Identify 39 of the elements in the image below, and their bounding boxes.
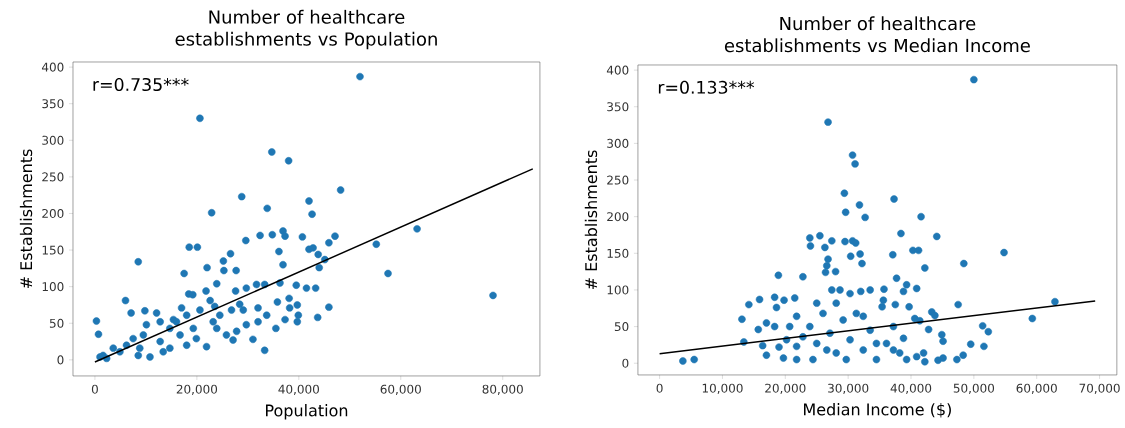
x-tick-label: 60,000 (1016, 383, 1057, 394)
y-tick-label: 300 (607, 138, 629, 148)
y-tick-label: 0 (57, 355, 64, 365)
y-tick-label: 100 (607, 285, 629, 295)
y-tick-label: 150 (42, 245, 64, 255)
x-tick-label: 10,000 (702, 383, 743, 394)
x-axis-title: Median Income ($) (804, 403, 951, 418)
y-tick-label: 400 (606, 65, 629, 75)
y-tick-label: 150 (607, 248, 629, 258)
y-tick-label: 100 (42, 282, 64, 292)
x-tick-label: 30,000 (828, 383, 869, 394)
y-tick-label: 250 (607, 175, 629, 185)
y-tick-label: 250 (42, 172, 64, 182)
x-tick-label: 40,000 (890, 383, 932, 394)
y-tick-label: 350 (42, 99, 64, 109)
x-tick-label: 20,000 (176, 384, 218, 395)
x-tick-label: 50,000 (953, 383, 995, 394)
x-tick-label: 40,000 (278, 384, 319, 395)
chart-title: Number of healthcare establishments vs Population (175, 9, 437, 50)
x-tick-label: 60,000 (380, 384, 421, 395)
x-tick-label: 80,000 (482, 384, 523, 395)
y-tick-label: 200 (607, 212, 629, 222)
annotation: r=0.735*** (93, 77, 189, 92)
x-tick-label: 0 (91, 384, 98, 394)
y-tick-label: 50 (49, 318, 64, 328)
chart-title: Number of healthcare establishments vs Median Income (724, 16, 1030, 53)
y-tick-label: 350 (607, 102, 629, 112)
x-tick-label: 0 (656, 383, 663, 393)
y-tick-label: 300 (42, 135, 64, 145)
annotation: r=0.133*** (658, 80, 755, 94)
y-axis-title: # Establishments (584, 150, 598, 290)
x-tick-label: 70,000 (1079, 383, 1120, 394)
x-axis-title: Population (266, 404, 348, 420)
y-tick-label: 200 (42, 208, 64, 219)
y-axis-title: # Establishments (19, 149, 33, 289)
x-tick-label: 20,000 (765, 383, 806, 394)
y-tick-label: 0 (622, 358, 629, 368)
y-tick-label: 400 (41, 62, 64, 72)
y-tick-label: 50 (614, 322, 629, 332)
